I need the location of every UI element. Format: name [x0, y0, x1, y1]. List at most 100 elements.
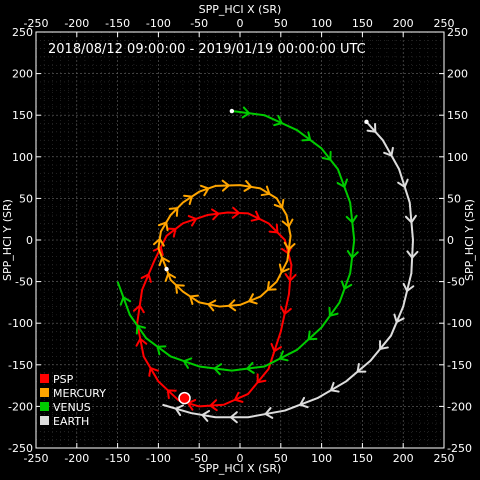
y-axis-title-right: SPP_HCI Y (SR) [463, 199, 476, 281]
earth-position-marker [364, 119, 369, 125]
psp-direction-arrow [256, 373, 267, 384]
x-tick-label-bottom: -250 [24, 452, 49, 465]
earth-direction-arrow [366, 122, 377, 133]
y-tick-label-right: 250 [447, 26, 468, 39]
orbit-series [116, 106, 419, 424]
mercury-direction-arrow [243, 180, 253, 192]
y-tick-label-right: -200 [447, 400, 472, 413]
time-range-title: 2018/08/12 09:00:00 - 2019/01/19 00:00:0… [48, 42, 366, 57]
psp-direction-arrow [209, 399, 218, 412]
earth-direction-arrow [356, 362, 367, 373]
mercury-direction-arrow [221, 179, 230, 192]
x-tick-label-bottom: -50 [190, 452, 208, 465]
y-tick-label-left: -100 [8, 317, 33, 330]
x-tick-label-bottom: 150 [352, 452, 373, 465]
mercury-direction-arrow [189, 294, 199, 305]
mercury-direction-arrow [278, 263, 290, 274]
mercury-direction-arrow [266, 281, 277, 291]
psp-direction-arrow [250, 210, 261, 222]
x-tick-label-top: 0 [237, 17, 244, 30]
y-axis-title-left: SPP_HCI Y (SR) [1, 199, 14, 281]
earth-direction-arrow [406, 250, 419, 259]
psp-legend-swatch [40, 374, 49, 383]
x-tick-label-bottom: -100 [146, 452, 171, 465]
earth-direction-arrow [174, 404, 184, 417]
mercury-orbit-line [157, 184, 292, 308]
y-tick-label-right: 100 [447, 151, 468, 164]
mercury-direction-arrow [157, 221, 169, 232]
x-tick-label-top: -200 [64, 17, 89, 30]
earth-legend-label: EARTH [53, 415, 89, 428]
x-axis-title-top: SPP_HCI X (SR) [199, 3, 282, 16]
x-tick-label-bottom: -150 [105, 452, 130, 465]
earth-direction-arrow [299, 396, 309, 409]
x-tick-label-top: 100 [311, 17, 332, 30]
mercury-direction-arrow [260, 185, 271, 197]
psp-direction-arrow [166, 227, 177, 238]
x-tick-label-top: 250 [434, 17, 455, 30]
earth-legend-swatch [40, 416, 49, 425]
venus-direction-arrow [156, 345, 167, 356]
x-tick-label-bottom: -200 [64, 452, 89, 465]
earth-direction-arrow [397, 178, 409, 188]
mercury-legend-swatch [40, 388, 49, 397]
psp-position-marker [178, 391, 191, 405]
x-tick-label-top: -250 [24, 17, 49, 30]
venus-direction-arrow [241, 106, 251, 119]
mercury-direction-arrow [152, 238, 165, 247]
position-markers [164, 108, 369, 405]
venus-direction-arrow [213, 363, 223, 376]
psp-direction-arrow [234, 391, 244, 403]
earth-direction-arrow [402, 282, 415, 292]
earth-direction-arrow [383, 146, 394, 157]
x-tick-label-top: 50 [274, 17, 288, 30]
axis-ticks: -250-250-250 -250-200-200-200 -200-150-150… [8, 17, 472, 465]
venus-legend-swatch [40, 402, 49, 411]
y-tick-label-right: -100 [447, 317, 472, 330]
y-tick-label-left: -250 [8, 442, 33, 455]
mercury-direction-arrow [281, 218, 294, 228]
venus-direction-arrow [246, 361, 255, 374]
y-tick-label-left: 250 [12, 26, 33, 39]
y-tick-label-left: 200 [12, 68, 33, 81]
venus-direction-arrow [346, 250, 359, 259]
x-tick-label-top: 150 [352, 17, 373, 30]
venus-direction-arrow [135, 324, 146, 335]
x-tick-label-bottom: 0 [237, 452, 244, 465]
mercury-direction-arrow [248, 293, 258, 305]
venus-direction-arrow [301, 131, 312, 142]
y-tick-label-right: 150 [447, 109, 468, 122]
y-tick-label-left: -150 [8, 359, 33, 372]
venus-position-marker [229, 108, 235, 114]
venus-direction-arrow [278, 350, 289, 362]
psp-direction-arrow [268, 223, 279, 234]
y-tick-label-left: 50 [19, 192, 33, 205]
mercury-direction-arrow [227, 299, 237, 312]
earth-direction-arrow [264, 407, 274, 419]
psp-orbit-line [136, 211, 293, 408]
psp-direction-arrow [132, 304, 145, 314]
mercury-direction-arrow [164, 272, 177, 282]
venus-legend-label: VENUS [53, 401, 91, 414]
x-tick-label-bottom: 200 [393, 452, 414, 465]
mercury-direction-arrow [273, 198, 285, 209]
mercury-position-marker [164, 266, 169, 272]
psp-direction-arrow [210, 208, 220, 221]
psp-direction-arrow [280, 305, 292, 315]
x-tick-label-bottom: 250 [434, 452, 455, 465]
earth-direction-arrow [201, 410, 211, 422]
x-tick-label-top: 200 [393, 17, 414, 30]
mercury-direction-arrow [168, 207, 179, 217]
venus-direction-arrow [345, 214, 358, 224]
y-tick-label-right: -150 [447, 359, 472, 372]
earth-direction-arrow [379, 340, 389, 350]
psp-direction-arrow [270, 342, 282, 353]
venus-direction-arrow [328, 306, 339, 317]
y-tick-label-left: 150 [12, 109, 33, 122]
psp-direction-arrow [284, 273, 297, 282]
psp-direction-arrow [148, 367, 159, 377]
venus-direction-arrow [321, 150, 332, 161]
y-tick-label-right: 0 [447, 234, 454, 247]
x-tick-label-bottom: 50 [274, 452, 288, 465]
x-tick-label-top: -50 [190, 17, 208, 30]
